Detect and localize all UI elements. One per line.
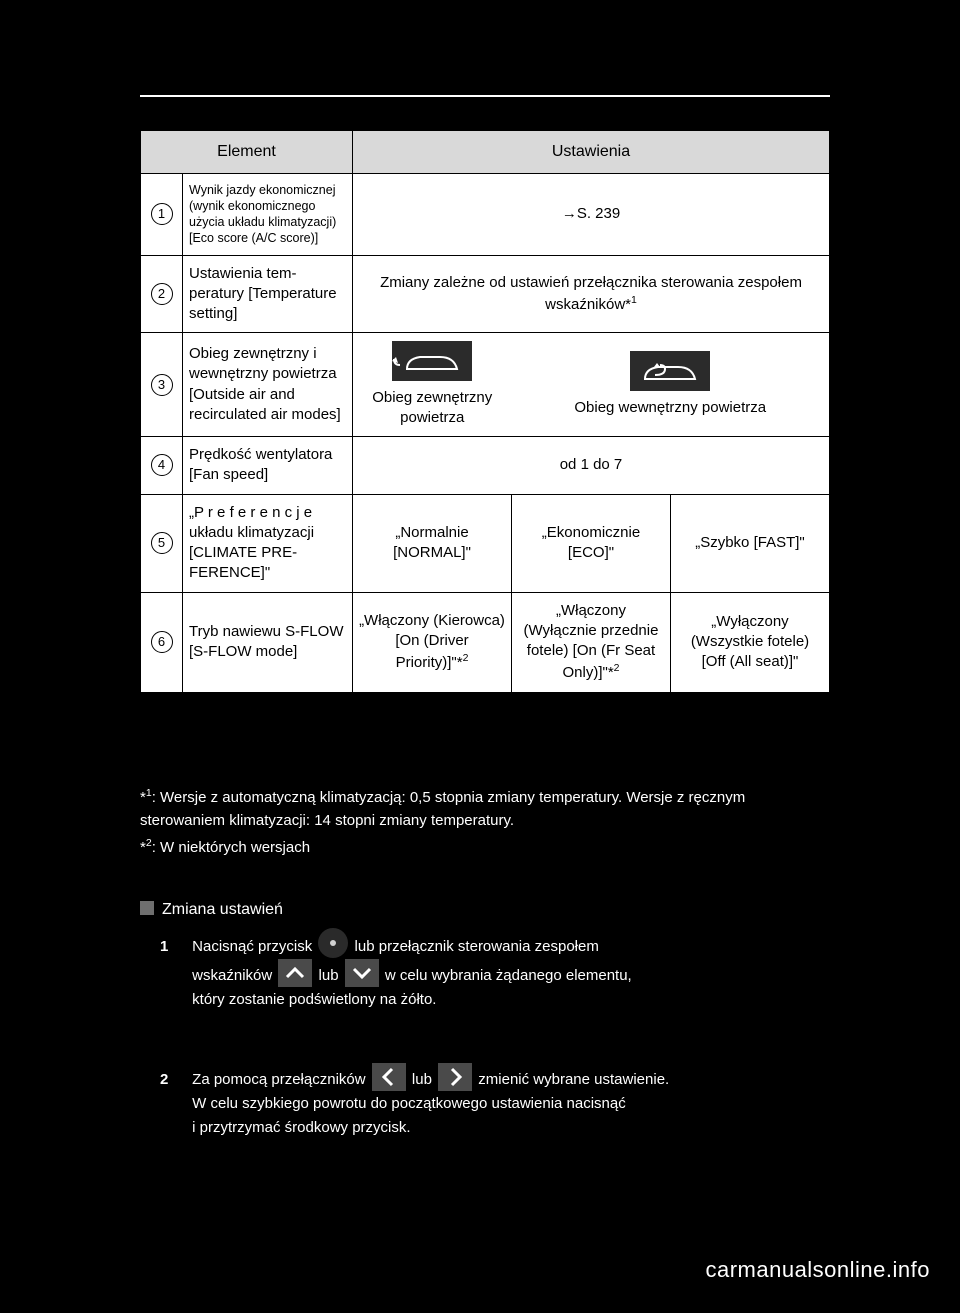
element-cell: „P r e f e r e n c j e układu klimaty­za… bbox=[183, 494, 353, 592]
settings-cell: od 1 do 7 bbox=[353, 437, 830, 495]
table-row: 4 Prędkość wenty­latora [Fan speed] od 1… bbox=[141, 437, 830, 495]
step-number: 2 bbox=[160, 1068, 188, 1092]
element-cell: Tryb nawiewu S-FLOW [S-FLOW mode] bbox=[183, 592, 353, 692]
row-number-icon: 3 bbox=[151, 374, 173, 396]
footnote-2: *2: W niektórych wersjach bbox=[140, 835, 830, 859]
step-number: 1 bbox=[160, 935, 188, 959]
chevron-left-icon bbox=[372, 1063, 406, 1091]
element-cell: Prędkość wenty­latora [Fan speed] bbox=[183, 437, 353, 495]
table-row: 6 Tryb nawiewu S-FLOW [S-FLOW mode] „Włą… bbox=[141, 592, 830, 692]
header-element: Element bbox=[141, 131, 353, 174]
settings-cell: Obieg zewnętrzny powietrza bbox=[353, 333, 512, 437]
square-bullet-icon bbox=[140, 901, 154, 915]
settings-cell: „Włączony (Kierowca) [On (Driver Priorit… bbox=[353, 592, 512, 692]
header-settings: Ustawienia bbox=[353, 131, 830, 174]
row-number-icon: 5 bbox=[151, 532, 173, 554]
element-cell: Obieg zewnętrz­ny i wewnętrzny powietrza… bbox=[183, 333, 353, 437]
chevron-up-icon bbox=[278, 959, 312, 987]
top-rule bbox=[140, 95, 830, 97]
instruction-step: 2 Za pomocą przełączników lub zmienić wy… bbox=[160, 1063, 830, 1140]
recirculated-air-icon bbox=[630, 351, 710, 391]
settings-cell: „Normalnie [NORMAL]" bbox=[353, 494, 512, 592]
table-row: 5 „P r e f e r e n c j e układu klimaty­… bbox=[141, 494, 830, 592]
row-number-icon: 2 bbox=[151, 283, 173, 305]
settings-cell: Zmiany zależne od ustawień przełącznika … bbox=[353, 255, 830, 333]
element-cell: Ustawienia tem­peratury [Tem­perature se… bbox=[183, 255, 353, 333]
settings-cell: →S. 239 bbox=[353, 173, 830, 255]
settings-table: Element Ustawienia 1 Wynik jazdy ekono­m… bbox=[140, 130, 830, 693]
row-number-icon: 4 bbox=[151, 454, 173, 476]
section-heading: Zmiana ustawień bbox=[140, 898, 830, 923]
settings-cell: „Ekonomicznie [ECO]" bbox=[512, 494, 671, 592]
table-row: 2 Ustawienia tem­peratury [Tem­perature … bbox=[141, 255, 830, 333]
settings-cell: „Włączony (Wyłącznie przednie fotele) [O… bbox=[512, 592, 671, 692]
chevron-down-icon bbox=[345, 959, 379, 987]
row-number-icon: 1 bbox=[151, 203, 173, 225]
footnote-1: *1: Wersje z automatyczną klimatyzacją: … bbox=[140, 785, 830, 833]
element-cell: Wynik jazdy ekono­micznej (wynik eko­nom… bbox=[183, 173, 353, 255]
table-row: 1 Wynik jazdy ekono­micznej (wynik eko­n… bbox=[141, 173, 830, 255]
row-number-icon: 6 bbox=[151, 631, 173, 653]
settings-cell: Obieg wewnętrzny powietrza bbox=[512, 333, 830, 437]
settings-cell: „Wyłączony (Wszystkie fotele) [Off (All … bbox=[670, 592, 829, 692]
settings-cell: „Szybko [FAST]" bbox=[670, 494, 829, 592]
instruction-step: 1 Nacisnąć przycisk lub przełącznik ster… bbox=[160, 928, 830, 1012]
center-button-icon bbox=[318, 928, 348, 958]
table-row: 3 Obieg zewnętrz­ny i wewnętrzny powietr… bbox=[141, 333, 830, 437]
table-header-row: Element Ustawienia bbox=[141, 131, 830, 174]
watermark-text: carmanualsonline.info bbox=[705, 1257, 930, 1283]
chevron-right-icon bbox=[438, 1063, 472, 1091]
outside-air-icon bbox=[392, 341, 472, 381]
